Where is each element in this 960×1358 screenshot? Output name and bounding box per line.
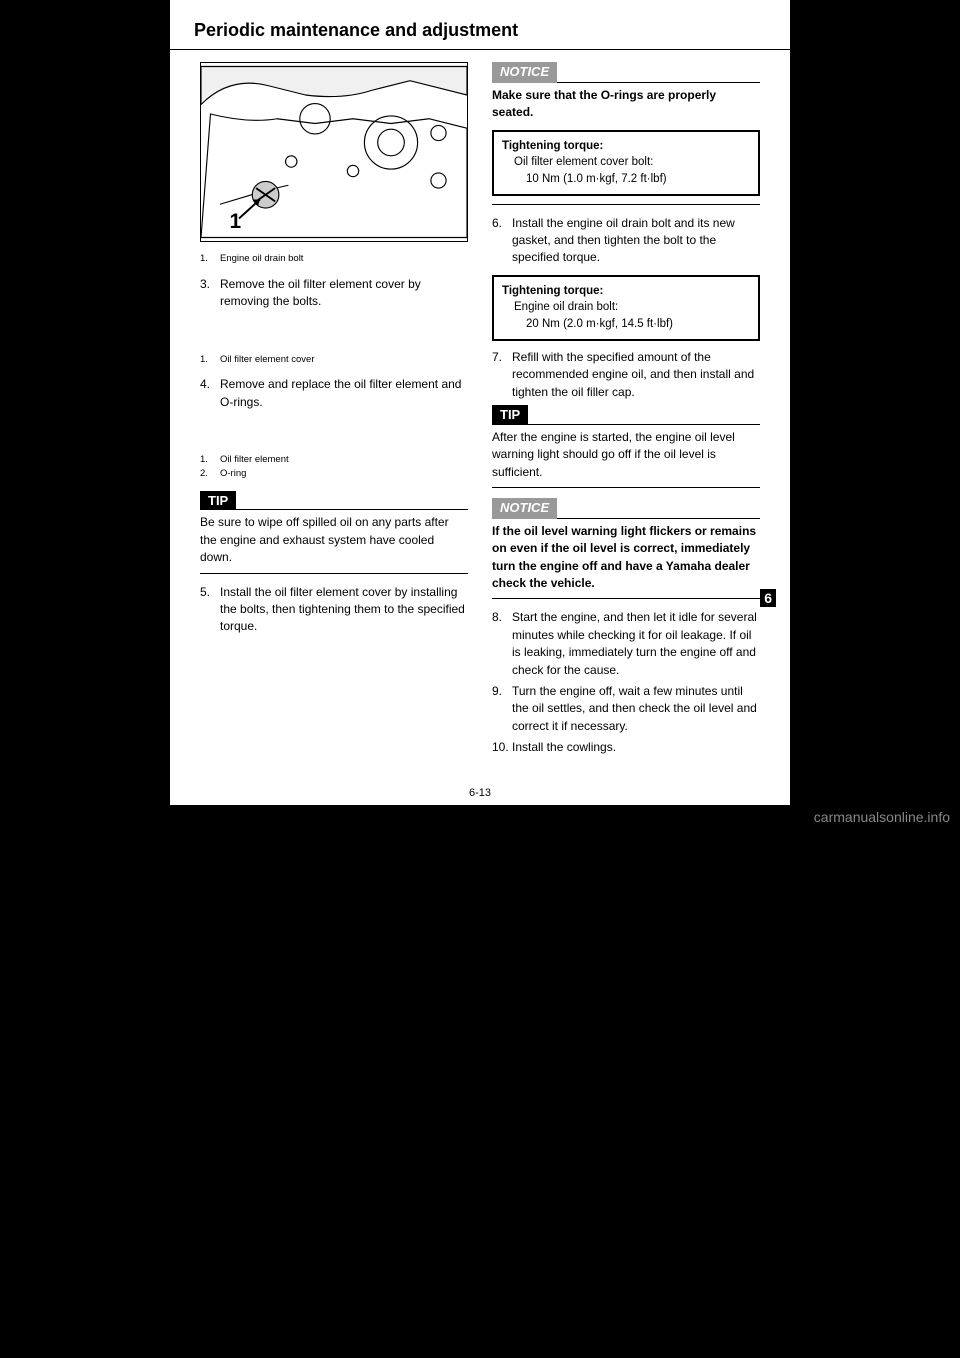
engine-diagram-1: 1 [200,62,468,242]
notice1-text: Make sure that the O-rings are properly … [492,87,760,122]
step-8: 8. Start the engine, and then let it idl… [492,609,760,679]
step-10: 10. Install the cowlings. [492,739,760,756]
step-7: 7. Refill with the specified amount of t… [492,349,760,401]
step-4: 4. Remove and replace the oil filter ele… [200,376,468,411]
page-number: 6-13 [170,781,790,805]
tip-text-left: Be sure to wipe off spilled oil on any p… [200,514,468,566]
tip-label-2: TIP [492,405,528,425]
fig2-caption: 1. Oil filter element cover [200,353,468,367]
fig1-caption: 1. Engine oil drain bolt [200,252,468,266]
page-title: Periodic maintenance and adjustment [194,20,766,41]
fig3-caption: 1. Oil filter element 2. O-ring [200,453,468,481]
notice-label-2: NOTICE [492,498,557,519]
svg-text:1: 1 [230,210,242,233]
torque-spec-1: Tightening torque: Oil filter element co… [492,130,760,196]
tip-text-right: After the engine is started, the engine … [492,429,760,481]
notice2-text: If the oil level warning light flickers … [492,523,760,593]
step-9: 9. Turn the engine off, wait a few minut… [492,683,760,735]
step-5: 5. Install the oil filter element cover … [200,584,468,636]
chapter-tab: 6 [760,589,776,607]
step-3: 3. Remove the oil filter element cover b… [200,276,468,311]
watermark: carmanualsonline.info [0,805,960,833]
step-6: 6. Install the engine oil drain bolt and… [492,215,760,267]
notice-label: NOTICE [492,62,557,83]
tip-label: TIP [200,491,236,511]
torque-spec-2: Tightening torque: Engine oil drain bolt… [492,275,760,341]
